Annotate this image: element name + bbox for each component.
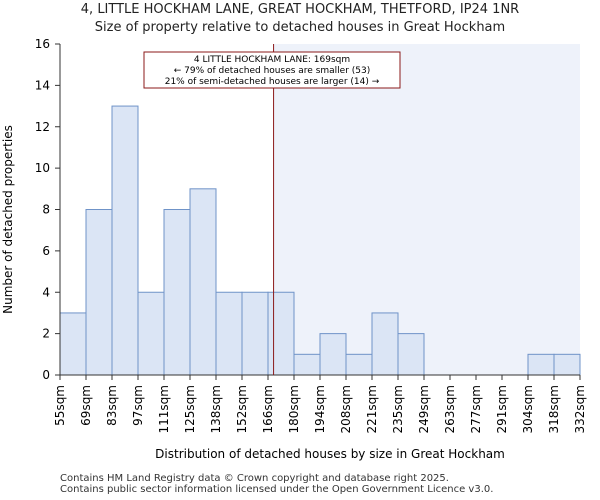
x-tick-label-263sqm: 263sqm: [443, 385, 457, 433]
footer-licence: Contains public sector information licen…: [60, 484, 494, 495]
annotation-line-1: 4 LITTLE HOCKHAM LANE: 169sqm: [194, 55, 350, 65]
chart-title: 4, LITTLE HOCKHAM LANE, GREAT HOCKHAM, T…: [80, 2, 520, 17]
bar-111sqm: [163, 209, 191, 376]
x-tick-label-166sqm: 166sqm: [261, 385, 275, 433]
y-tick-label-12: 12: [35, 120, 50, 134]
x-tick-label-138sqm: 138sqm: [209, 385, 223, 433]
y-tick-label-0: 0: [42, 368, 50, 382]
bars-group: [59, 105, 581, 376]
x-tick-label-152sqm: 152sqm: [235, 385, 249, 433]
axes-group: 0 2 4 6 8 10 12 14 16 55sqm 69sqm 83sqm 97sqm 111sqm 1…: [35, 37, 587, 433]
y-tick-label-10: 10: [35, 161, 50, 175]
footer-copyright: Contains HM Land Registry data © Crown c…: [60, 473, 449, 484]
x-tick-label-291sqm: 291sqm: [495, 385, 509, 433]
bar-55sqm: [59, 312, 87, 376]
x-tick-label-332sqm: 332sqm: [573, 385, 587, 433]
x-tick-label-194sqm: 194sqm: [313, 385, 327, 433]
x-tick-label-208sqm: 208sqm: [339, 385, 353, 433]
bar-318sqm: [553, 353, 581, 376]
bar-152sqm: [241, 291, 269, 376]
bar-138sqm: [215, 291, 243, 376]
bar-69sqm: [85, 209, 113, 376]
y-tick-label-8: 8: [42, 203, 50, 217]
x-axis-label: Distribution of detached houses by size …: [155, 447, 505, 461]
x-tick-label-83sqm: 83sqm: [105, 385, 119, 426]
chart-subtitle: Size of property relative to detached ho…: [94, 20, 506, 35]
y-axis-label: Number of detached properties: [1, 125, 15, 314]
y-tick-label-14: 14: [35, 78, 50, 92]
y-tick-label-16: 16: [35, 37, 50, 51]
bar-180sqm: [293, 353, 321, 376]
x-tick-label-180sqm: 180sqm: [287, 385, 301, 433]
annotation-line-2: ← 79% of detached houses are smaller (53…: [174, 66, 371, 76]
y-tick-label-2: 2: [42, 327, 50, 341]
x-tick-label-318sqm: 318sqm: [547, 385, 561, 433]
x-tick-label-235sqm: 235sqm: [391, 385, 405, 433]
annotation-line-3: 21% of semi-detached houses are larger (…: [165, 77, 380, 87]
annotation-box: 4 LITTLE HOCKHAM LANE: 169sqm ← 79% of d…: [143, 51, 401, 89]
x-tick-label-277sqm: 277sqm: [469, 385, 483, 433]
bar-83sqm: [111, 105, 139, 376]
x-tick-label-111sqm: 111sqm: [157, 385, 171, 433]
bar-97sqm: [137, 291, 165, 376]
y-tick-label-6: 6: [42, 244, 50, 258]
x-tick-label-304sqm: 304sqm: [521, 385, 535, 433]
x-tick-label-69sqm: 69sqm: [79, 385, 93, 426]
larger-than-property-region: [273, 44, 580, 375]
bar-235sqm: [397, 333, 425, 376]
bar-166sqm: [267, 291, 295, 376]
bar-208sqm: [345, 353, 373, 376]
y-tick-label-4: 4: [42, 285, 50, 299]
x-tick-label-55sqm: 55sqm: [53, 385, 67, 426]
x-tick-label-97sqm: 97sqm: [131, 385, 145, 426]
bar-125sqm: [189, 188, 217, 376]
bar-221sqm: [371, 312, 399, 376]
x-tick-label-221sqm: 221sqm: [365, 385, 379, 433]
x-tick-label-249sqm: 249sqm: [417, 385, 431, 433]
bar-304sqm: [527, 353, 555, 376]
bar-194sqm: [319, 333, 347, 376]
x-tick-label-125sqm: 125sqm: [183, 385, 197, 433]
